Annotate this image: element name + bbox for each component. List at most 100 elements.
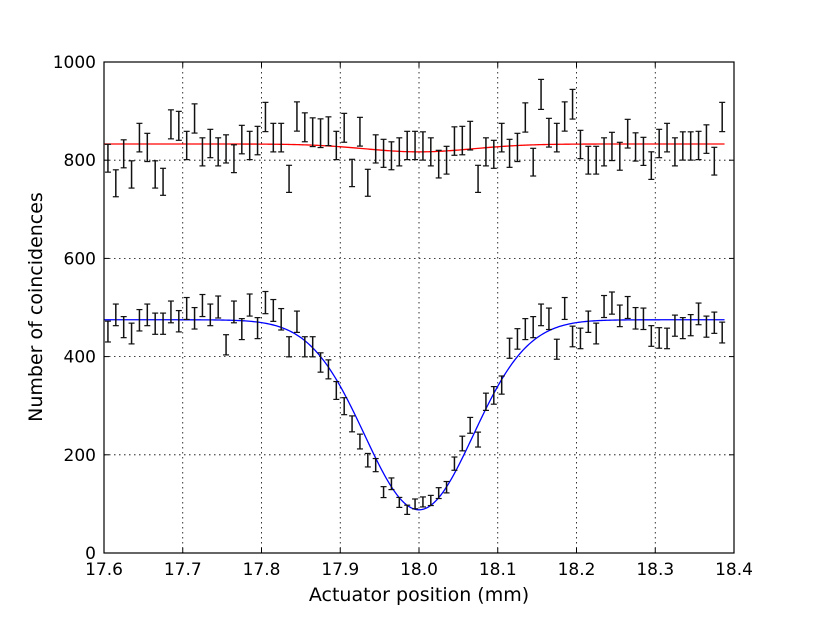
error-bar — [624, 118, 631, 149]
error-bar — [435, 149, 442, 179]
error-bar — [443, 480, 450, 494]
error-bar — [616, 304, 623, 328]
error-bar — [152, 160, 159, 189]
error-bar — [246, 293, 253, 317]
error-bar — [419, 131, 426, 161]
error-bar — [364, 452, 371, 468]
error-bar — [608, 291, 615, 315]
error-bar — [356, 433, 363, 450]
error-bar — [459, 125, 466, 156]
y-axis-label: Number of coincidences — [25, 192, 47, 422]
error-bar — [199, 137, 206, 167]
error-bar — [325, 359, 332, 380]
x-tick-label: 17.7 — [164, 560, 202, 580]
error-bar — [475, 164, 482, 194]
y-tick-label: 200 — [64, 446, 96, 466]
error-bar — [522, 102, 529, 133]
error-bar — [372, 134, 379, 164]
error-bar — [104, 143, 111, 173]
error-bar — [160, 312, 167, 335]
error-bar — [624, 295, 631, 320]
error-bar — [175, 309, 182, 333]
error-bar — [396, 496, 403, 509]
error-bar — [262, 101, 269, 133]
error-bar — [467, 416, 474, 434]
error-bar — [230, 144, 237, 174]
error-bar — [183, 130, 190, 161]
error-bar — [640, 136, 647, 167]
error-bar — [482, 392, 489, 411]
error-bar — [388, 141, 395, 171]
error-bar — [152, 312, 159, 335]
error-bar — [356, 116, 363, 147]
error-bar — [301, 112, 308, 143]
error-bar — [175, 110, 182, 141]
x-tick-label: 18.0 — [400, 560, 438, 580]
error-bar — [333, 380, 340, 401]
error-bar — [404, 504, 411, 515]
error-bar — [104, 320, 111, 343]
error-bar — [341, 112, 348, 143]
error-bar — [427, 137, 434, 167]
error-bar — [459, 435, 466, 452]
error-bar — [656, 327, 663, 349]
error-bar — [451, 456, 458, 471]
error-bar — [167, 300, 174, 324]
error-bar — [230, 300, 237, 324]
error-bar — [498, 122, 505, 153]
y-tick-label: 800 — [64, 151, 96, 171]
error-bar — [333, 130, 340, 161]
error-bar — [577, 129, 584, 160]
ticks: 17.6 17.7 17.8 17.9 18.0 18.1 18.2 18.3 18.4 0 200… — [53, 53, 753, 580]
error-bar — [349, 158, 356, 188]
error-bar — [703, 124, 710, 154]
error-bar — [530, 316, 537, 339]
x-axis-label: Actuator position (mm) — [309, 584, 529, 606]
error-bar — [490, 139, 497, 169]
x-tick-label: 17.6 — [85, 560, 123, 580]
error-bar — [695, 130, 702, 161]
error-bar — [616, 141, 623, 171]
error-bar — [309, 336, 316, 358]
error-bar — [514, 328, 521, 350]
error-bar — [341, 397, 348, 416]
error-bar — [293, 101, 300, 132]
error-bar — [443, 145, 450, 175]
error-bar — [286, 336, 293, 358]
upper-fit-line — [104, 143, 725, 153]
x-tick-label: 17.8 — [243, 560, 281, 580]
error-bar — [648, 151, 655, 180]
error-bar — [144, 303, 151, 327]
error-bar — [679, 131, 686, 161]
x-tick-label: 18.2 — [558, 560, 596, 580]
error-bar — [490, 385, 497, 405]
error-bar — [695, 302, 702, 326]
error-bar — [601, 137, 608, 167]
error-bar — [372, 457, 379, 473]
error-bar — [467, 120, 474, 151]
y-tick-label: 400 — [64, 348, 96, 368]
x-tick-label: 18.1 — [479, 560, 517, 580]
error-bars — [104, 78, 726, 515]
error-bar — [207, 128, 214, 159]
error-bar — [207, 303, 214, 327]
error-bar — [112, 169, 119, 198]
error-bar — [577, 327, 584, 350]
error-bar — [608, 131, 615, 162]
error-bar — [136, 308, 143, 332]
error-bar — [349, 415, 356, 433]
error-bar — [719, 101, 726, 133]
error-bar — [301, 336, 308, 358]
error-bar — [317, 118, 324, 149]
error-bar — [183, 296, 190, 321]
error-bar — [136, 122, 143, 153]
error-bar — [538, 303, 545, 327]
error-bar — [412, 130, 419, 161]
error-bar — [270, 298, 277, 322]
error-bar — [191, 306, 198, 330]
error-bar — [380, 138, 387, 168]
error-bar — [703, 315, 710, 338]
error-bar — [671, 314, 678, 337]
error-bar — [278, 122, 285, 153]
